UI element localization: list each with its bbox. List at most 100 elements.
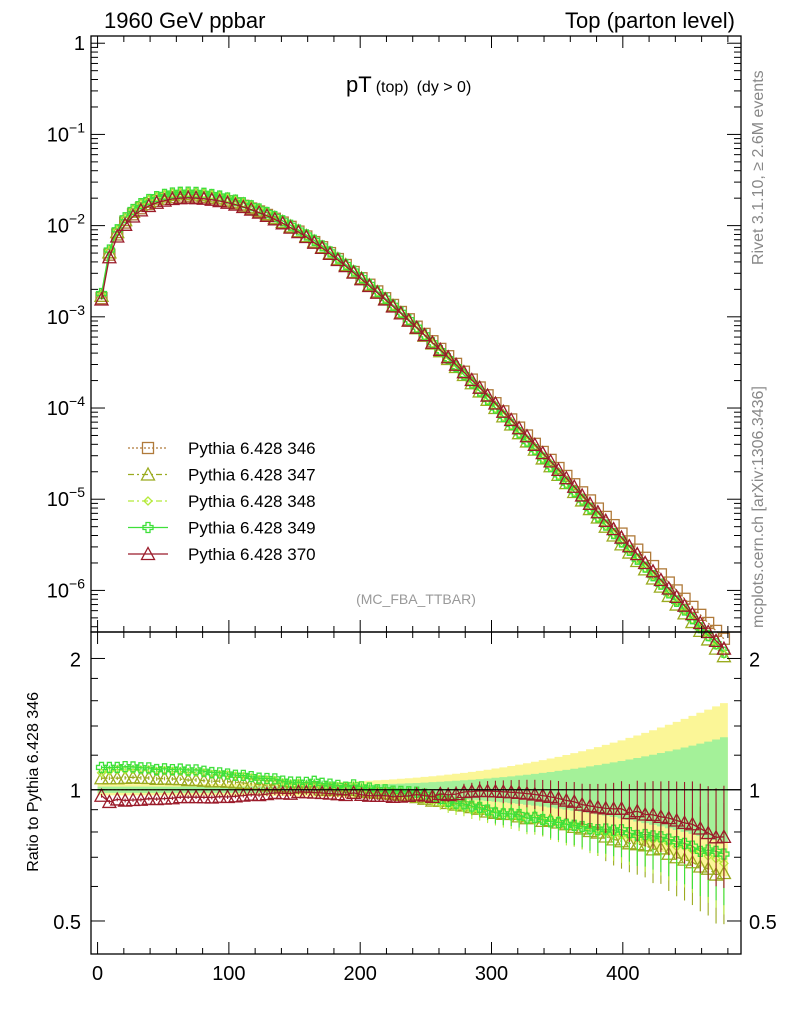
ratio-point	[135, 762, 147, 774]
y-tick-label: 10−6	[47, 575, 85, 602]
ratio-point	[237, 769, 249, 782]
data-point	[190, 186, 202, 199]
ratio-y-tick-label: 2	[749, 649, 760, 671]
data-point	[306, 234, 322, 249]
legend-label: Pythia 6.428 370	[188, 545, 316, 564]
ratio-point	[466, 800, 478, 812]
ratio-point	[543, 789, 559, 804]
data-point	[582, 495, 598, 510]
data-point	[527, 436, 543, 451]
data-point	[442, 352, 454, 365]
ratio-point	[653, 808, 669, 823]
data-point	[543, 453, 559, 468]
ratio-point	[198, 765, 210, 777]
ratio-point	[487, 783, 504, 798]
ratio-point	[180, 772, 196, 787]
ratio-point	[692, 820, 708, 835]
ratio-point	[527, 786, 543, 801]
series-3	[96, 187, 729, 660]
data-point	[637, 555, 653, 570]
data-point	[645, 563, 661, 578]
x-tick-label: 0	[92, 963, 103, 985]
data-point	[117, 216, 133, 231]
ratio-point	[513, 808, 525, 821]
data-point	[314, 240, 330, 255]
ratio-point	[164, 790, 181, 805]
series-line	[100, 191, 725, 653]
ratio-point	[489, 807, 502, 819]
data-point	[472, 379, 488, 394]
data-point	[566, 478, 582, 493]
data-point	[158, 188, 171, 201]
ratio-point	[718, 848, 730, 860]
ratio-point	[261, 772, 273, 785]
ratio-point	[671, 836, 683, 848]
data-point	[519, 428, 535, 443]
ratio-point	[245, 771, 257, 783]
ratio-point	[214, 767, 226, 779]
data-point	[275, 215, 291, 230]
data-point	[719, 649, 729, 660]
ratio-point	[676, 814, 693, 830]
ratio-point	[93, 787, 110, 802]
data-point	[346, 264, 362, 279]
ratio-point	[440, 787, 456, 802]
ratio-point	[464, 783, 480, 798]
series-line	[100, 197, 725, 650]
data-point	[377, 291, 393, 306]
ratio-point	[663, 833, 675, 845]
data-point	[653, 572, 669, 587]
y-tick-label: 10−2	[47, 211, 85, 238]
ratio-point	[316, 777, 328, 789]
x-tick-label: 100	[212, 963, 245, 985]
ratio-point	[606, 801, 622, 816]
ratio-point	[497, 808, 509, 820]
ratio-point	[537, 813, 549, 826]
ratio-point	[647, 830, 659, 842]
ratio-point	[686, 840, 699, 852]
data-point	[450, 361, 462, 373]
ratio-point	[645, 807, 661, 822]
ratio-point	[221, 768, 234, 780]
ratio-point	[568, 819, 580, 831]
header-right: Top (parton level)	[565, 8, 735, 33]
ratio-point	[590, 799, 606, 814]
data-point	[219, 194, 236, 209]
ratio-point	[174, 763, 186, 775]
data-point	[684, 606, 701, 621]
ratio-point	[582, 798, 598, 813]
data-point	[495, 403, 511, 418]
data-point	[109, 228, 125, 243]
ratio-point	[188, 789, 204, 804]
data-point	[227, 196, 244, 211]
data-point	[503, 412, 519, 427]
ratio-point	[119, 760, 131, 773]
data-point	[545, 462, 556, 472]
ratio-point	[432, 786, 448, 801]
ratio-point	[149, 791, 165, 806]
svg-text:pT(top)(dy > 0): pT (top) (dy > 0)	[346, 72, 471, 97]
legend-marker	[140, 546, 156, 561]
data-point	[174, 186, 186, 198]
data-point	[393, 305, 409, 320]
ratio-point	[369, 787, 385, 802]
ratio-point	[598, 800, 614, 815]
data-point	[708, 632, 724, 647]
ratio-point	[708, 829, 724, 844]
data-point	[669, 588, 685, 604]
ratio-point	[149, 771, 165, 786]
data-point	[338, 258, 354, 273]
series-line	[100, 195, 725, 640]
ratio-point	[322, 785, 338, 800]
ratio-point	[308, 775, 320, 787]
ratio-point	[141, 770, 157, 785]
ratio-point	[133, 770, 149, 785]
data-point	[456, 364, 472, 379]
ratio-y-tick-label: 0.5	[749, 912, 777, 934]
ratio-point	[637, 806, 653, 821]
y-tick-label: 10−3	[47, 302, 85, 329]
data-point	[267, 211, 283, 226]
ratio-point	[631, 829, 643, 842]
ratio-point	[96, 767, 107, 778]
data-point	[212, 193, 228, 208]
